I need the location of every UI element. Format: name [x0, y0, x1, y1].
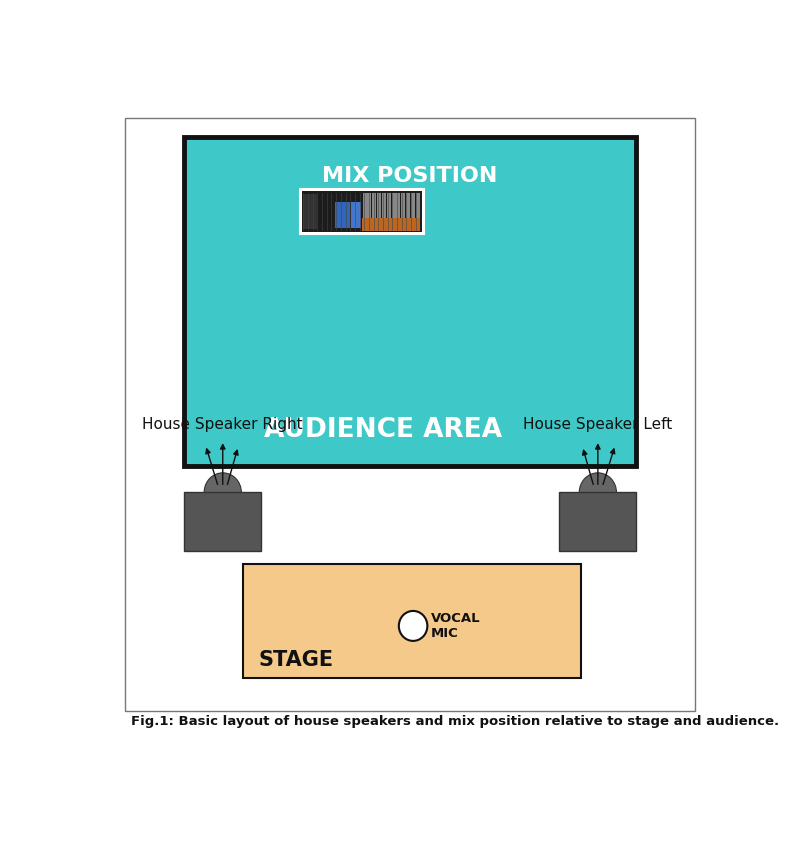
Bar	[302, 194, 318, 229]
Bar	[402, 194, 406, 217]
Text: VOCAL
MIC: VOCAL MIC	[431, 612, 481, 640]
Bar	[242, 564, 581, 678]
Bar	[386, 194, 390, 217]
Bar	[406, 194, 410, 217]
Bar	[391, 194, 395, 217]
Bar	[377, 194, 381, 217]
Wedge shape	[204, 473, 242, 492]
Text: MIX POSITION: MIX POSITION	[322, 167, 498, 186]
Bar	[302, 191, 422, 232]
Bar	[362, 218, 420, 230]
Text: House Speaker Right: House Speaker Right	[142, 417, 303, 432]
Bar	[184, 137, 636, 466]
Bar	[335, 201, 350, 228]
Wedge shape	[579, 473, 617, 492]
Text: Fig.1: Basic layout of house speakers and mix position relative to stage and aud: Fig.1: Basic layout of house speakers an…	[131, 715, 779, 728]
Bar	[351, 201, 361, 228]
Bar	[382, 194, 386, 217]
Bar	[300, 190, 424, 233]
Text: STAGE: STAGE	[258, 651, 334, 670]
Bar	[416, 194, 420, 217]
Bar	[362, 194, 366, 217]
Bar	[558, 492, 636, 551]
Bar	[411, 194, 415, 217]
Circle shape	[399, 611, 427, 641]
Bar	[372, 194, 376, 217]
Bar	[367, 194, 371, 217]
Bar	[300, 190, 424, 233]
Text: House Speaker Left: House Speaker Left	[523, 417, 673, 432]
Text: AUDIENCE AREA: AUDIENCE AREA	[264, 417, 502, 443]
Bar	[184, 492, 261, 551]
Bar	[397, 194, 401, 217]
